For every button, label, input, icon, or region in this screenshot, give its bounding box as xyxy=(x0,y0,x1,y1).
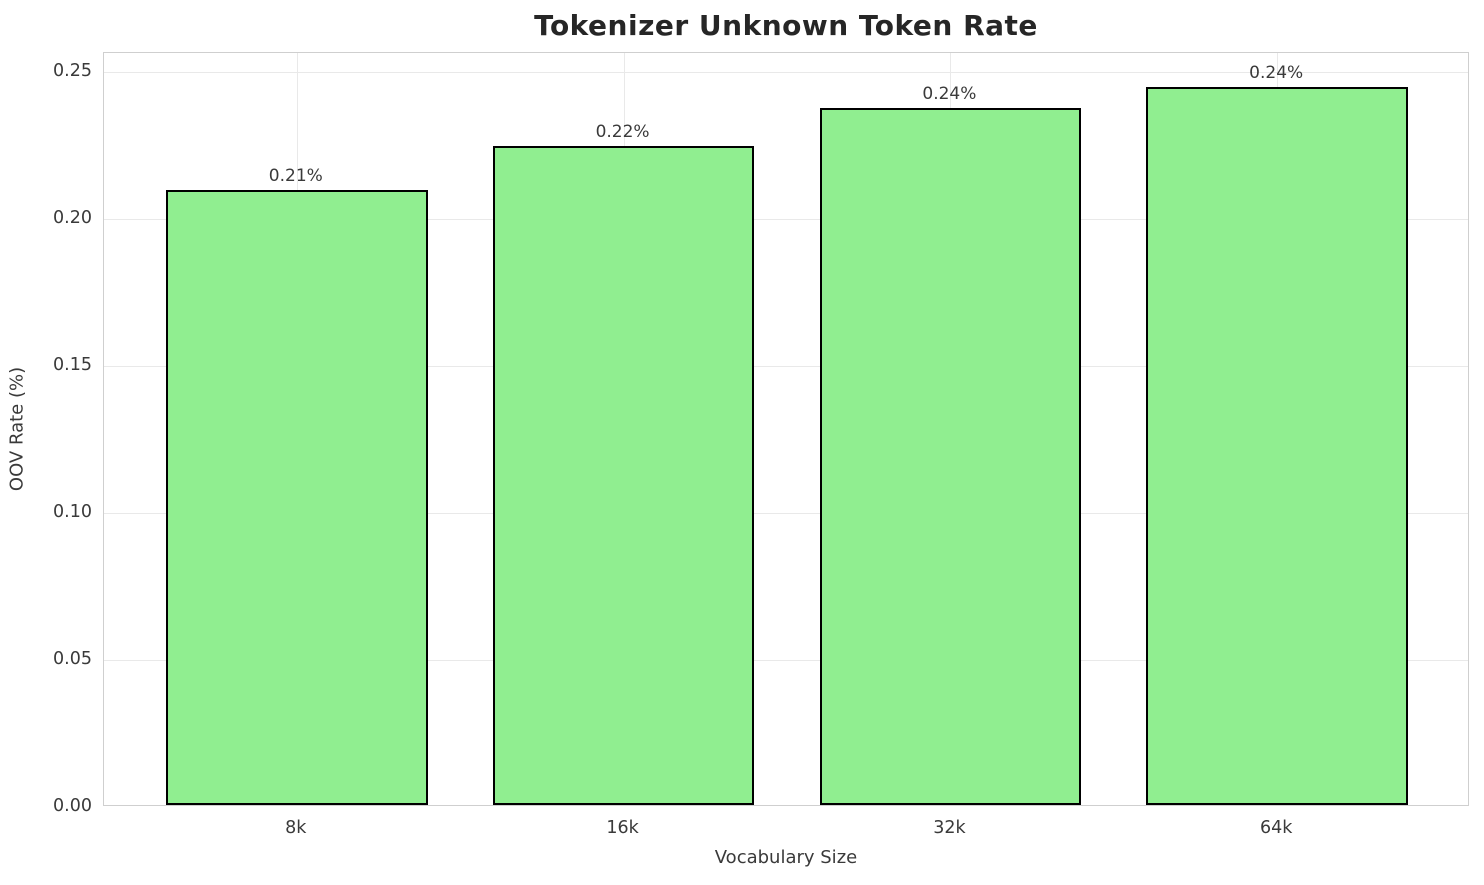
y-gridline xyxy=(104,659,1468,661)
bar-value-label: 0.22% xyxy=(595,122,650,143)
x-tick-label: 32k xyxy=(933,818,966,838)
bar-16k xyxy=(492,146,755,805)
chart-title: Tokenizer Unknown Token Rate xyxy=(534,9,1038,42)
y-tick-label: 0.05 xyxy=(53,648,92,669)
y-tick-label: 0.20 xyxy=(53,207,92,228)
y-tick-label: 0.15 xyxy=(53,354,92,375)
y-axis-label: OOV Rate (%) xyxy=(6,366,28,492)
bar-value-label: 0.24% xyxy=(922,84,977,105)
bar-8k xyxy=(166,190,428,805)
bar-value-label: 0.24% xyxy=(1249,63,1304,84)
y-gridline xyxy=(104,512,1468,514)
x-tick-label: 16k xyxy=(606,818,639,838)
y-gridline xyxy=(104,218,1468,220)
y-gridline xyxy=(104,365,1468,367)
x-axis-label: Vocabulary Size xyxy=(714,847,858,868)
x-tick-label: 64k xyxy=(1259,818,1293,838)
bar-64k xyxy=(1146,87,1408,805)
y-gridline xyxy=(104,71,1468,73)
y-tick-label: 0.00 xyxy=(53,796,92,816)
x-tick-label: 8k xyxy=(285,818,307,838)
plot-area xyxy=(103,52,1469,806)
bar-value-label: 0.21% xyxy=(268,166,323,187)
y-tick-label: 0.25 xyxy=(53,60,92,81)
y-tick-label: 0.10 xyxy=(53,501,92,522)
bar-32k xyxy=(819,108,1082,805)
